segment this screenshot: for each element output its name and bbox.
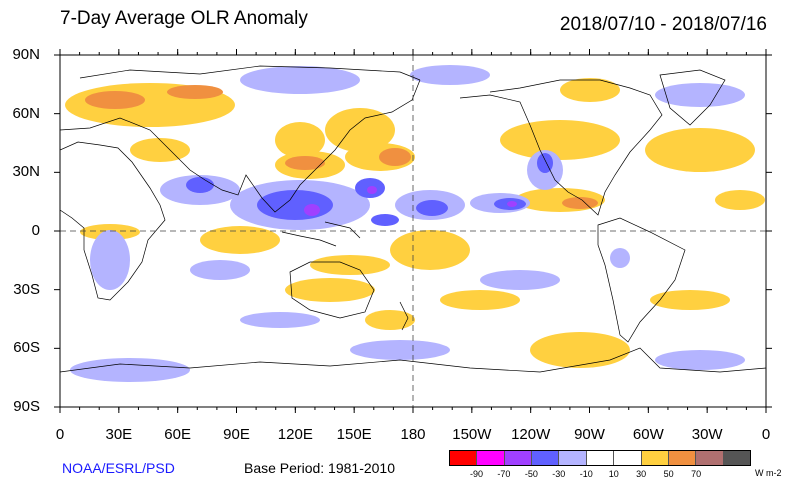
positive-anomaly-area — [390, 230, 470, 270]
colorbar-tick-label: 70 — [691, 469, 702, 479]
latitude-label: 60S — [13, 339, 40, 357]
positive-anomaly-area — [500, 120, 620, 160]
longitude-label: 90W — [574, 426, 605, 443]
colorbar-units: W m-2 — [755, 468, 782, 478]
positive-anomaly-area — [715, 190, 765, 210]
colorbar-swatch — [614, 451, 642, 465]
date-range: 2018/07/10 - 2018/07/16 — [559, 14, 767, 35]
strong-negative-anomaly-area — [186, 177, 214, 193]
negative-anomaly-area — [90, 230, 130, 290]
positive-anomaly-area — [645, 128, 755, 172]
latitude-label: 90N — [12, 46, 40, 63]
positive-anomaly-area — [275, 122, 325, 158]
credit-label: NOAA/ESRL/PSD — [62, 460, 175, 476]
colorbar-swatch — [477, 451, 505, 465]
longitude-label: 180 — [400, 426, 426, 443]
longitude-label: 60E — [164, 426, 192, 443]
negative-anomaly-area — [655, 350, 745, 370]
strong-negative-anomaly-area — [416, 200, 448, 216]
positive-anomaly-area — [650, 290, 730, 310]
negative-anomaly-area — [610, 248, 630, 268]
coastline — [60, 141, 166, 301]
positive-anomaly-area — [130, 138, 190, 162]
very-strong-negative-anomaly-area — [304, 204, 320, 216]
negative-anomaly-area — [70, 358, 190, 382]
coastline — [659, 69, 726, 126]
colorbar-tick-label: -90 — [469, 469, 483, 479]
longitude-label: 0 — [761, 426, 771, 443]
latitude-label: 60N — [12, 104, 40, 122]
coastline — [324, 221, 361, 239]
longitude-label: 60W — [632, 426, 664, 443]
coastline — [597, 217, 686, 343]
positive-anomaly-area — [85, 91, 145, 109]
positive-anomaly-area — [167, 85, 223, 99]
longitude-label: 150W — [452, 426, 492, 443]
positive-anomaly-area — [530, 332, 630, 368]
colorbar-swatch — [450, 451, 478, 465]
latitude-label: 30S — [13, 280, 40, 298]
longitude-label: 120W — [511, 426, 551, 443]
positive-anomaly-area — [379, 148, 411, 166]
colorbar-swatch — [696, 451, 724, 465]
positive-anomaly-area — [365, 310, 415, 330]
positive-anomaly-area — [285, 278, 375, 302]
coastline — [289, 261, 375, 319]
negative-anomaly-area — [480, 270, 560, 290]
latitude-label: 0 — [31, 222, 40, 239]
colorbar-swatch — [641, 451, 669, 465]
positive-anomaly-area — [285, 156, 325, 170]
colorbar-tick-label: -10 — [579, 469, 593, 479]
coastlines — [60, 65, 766, 373]
strong-negative-anomaly-area — [371, 214, 399, 226]
negative-anomaly-area — [240, 312, 320, 328]
longitude-label: 30E — [105, 426, 133, 443]
colorbar-tick-label: -30 — [552, 469, 566, 479]
negative-anomaly-area — [240, 66, 360, 94]
very-strong-negative-anomaly-area — [507, 201, 517, 207]
base-period-label: Base Period: 1981-2010 — [244, 460, 395, 476]
positive-anomaly-area — [562, 197, 598, 209]
strong-negative-anomaly-area — [537, 153, 553, 173]
longitude-label: 120E — [277, 426, 313, 443]
coastline — [459, 79, 663, 216]
colorbar-tick-label: -50 — [524, 469, 538, 479]
map-title: 7-Day Average OLR Anomaly — [60, 8, 308, 29]
colorbar-swatch — [586, 451, 615, 465]
coastline — [79, 65, 421, 81]
longitude-label: 30W — [691, 426, 723, 443]
colorbar-swatch — [559, 451, 587, 465]
colorbar — [449, 450, 751, 466]
negative-anomaly-area — [655, 83, 745, 107]
positive-anomaly-area — [440, 290, 520, 310]
colorbar-swatch — [668, 451, 697, 465]
colorbar-tick-label: -70 — [497, 469, 511, 479]
longitude-label: 150E — [336, 426, 372, 443]
colorbar-tick-label: 30 — [636, 469, 647, 479]
colorbar-swatch — [723, 451, 750, 465]
colorbar-swatch — [532, 451, 560, 465]
positive-anomaly-area — [200, 226, 280, 254]
colorbar-tick-label: 10 — [608, 469, 619, 479]
colorbar-swatch — [504, 451, 533, 465]
coastline — [399, 301, 409, 331]
axis-ticks — [54, 49, 772, 413]
coastline — [60, 79, 421, 213]
positive-anomaly-area — [325, 108, 395, 152]
negative-anomaly-area — [190, 260, 250, 280]
positive-anomaly-area — [310, 255, 390, 275]
coastline — [60, 347, 766, 373]
negative-anomaly-area — [410, 65, 490, 85]
colorbar-tick-label: 50 — [663, 469, 674, 479]
latitude-label: 90S — [13, 398, 40, 415]
negative-anomaly-area — [350, 340, 450, 360]
longitude-label: 0 — [55, 426, 65, 443]
latitude-label: 30N — [12, 163, 40, 181]
coastline — [281, 231, 337, 247]
positive-anomaly-area — [560, 78, 620, 102]
very-strong-negative-anomaly-area — [367, 186, 377, 194]
longitude-label: 90E — [223, 426, 250, 443]
